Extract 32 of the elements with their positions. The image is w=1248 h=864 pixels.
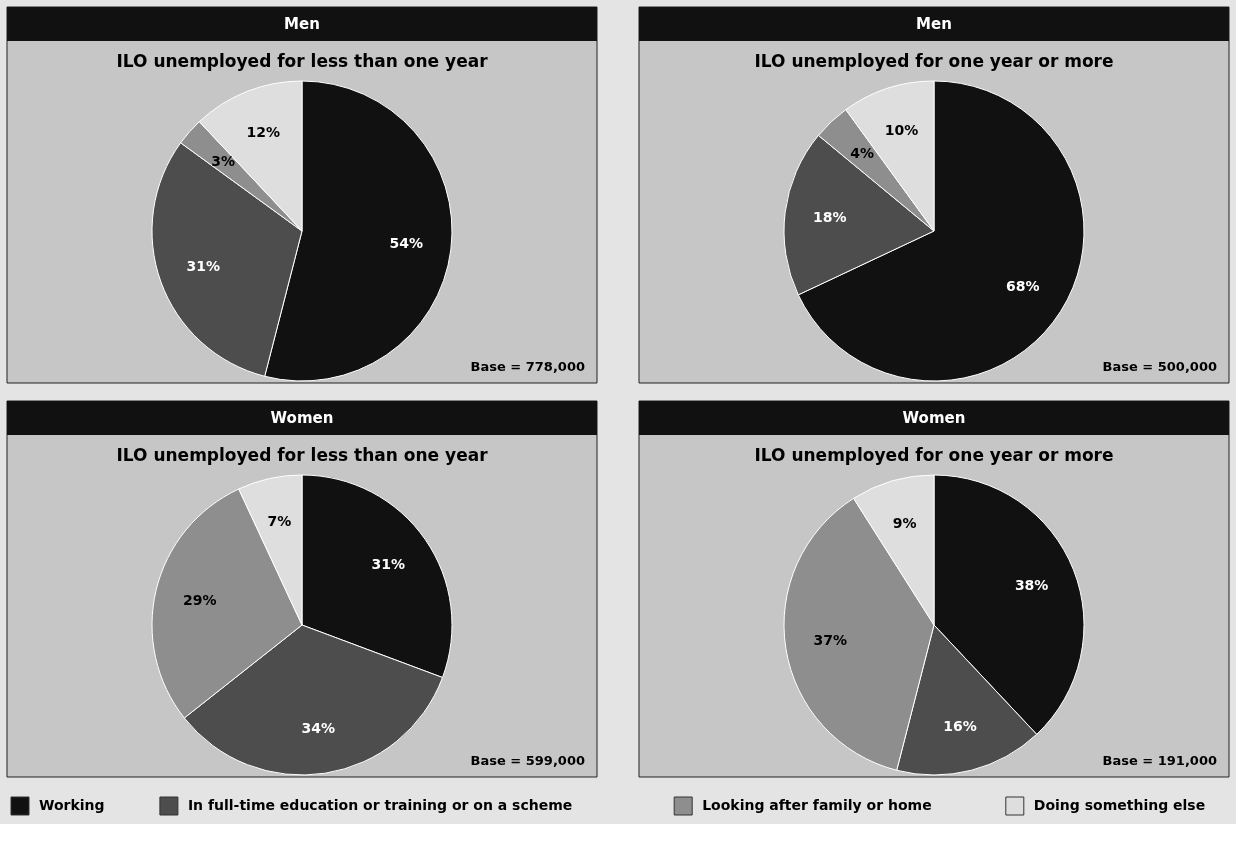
data-label: 34% (301, 719, 336, 736)
data-label: 4% (850, 145, 875, 162)
data-label: 37% (813, 632, 848, 649)
chart-subtitle: ILO unemployed for less than one year (116, 51, 489, 71)
data-label: 31% (371, 556, 406, 573)
text: Base = 778,000 (470, 359, 585, 374)
data-label: 68% (1005, 278, 1040, 295)
data-label: 38% (1014, 577, 1049, 594)
legend-label: Doing something else (1033, 797, 1206, 813)
chart-subtitle: ILO unemployed for one year or more (754, 51, 1114, 71)
text: Base = 599,000 (470, 753, 585, 768)
legend-label: In full-time education or training or on a scheme (187, 797, 573, 813)
data-label: 12% (246, 124, 281, 141)
data-label: 10% (884, 122, 919, 139)
text: Base = 191,000 (1102, 753, 1217, 768)
chart-subtitle: ILO unemployed for less than one year (116, 445, 489, 465)
data-label: 7% (267, 513, 292, 530)
data-label: 31% (186, 257, 220, 274)
data-label: 54% (389, 235, 423, 252)
chart-title: Men (284, 15, 320, 33)
text: Base = 500,000 (1102, 359, 1217, 374)
data-label: 29% (183, 591, 217, 608)
chart-title: Men (916, 15, 952, 33)
chart-title: Women (270, 409, 334, 427)
data-label: 3% (211, 152, 236, 169)
chart-title: Women (902, 409, 966, 427)
data-label: 16% (943, 717, 977, 734)
legend-label: Working (39, 797, 105, 813)
legend-label: Looking after family or home (702, 797, 932, 813)
data-label: 9% (892, 515, 917, 532)
data-label: 18% (813, 208, 847, 225)
chart-subtitle: ILO unemployed for one year or more (754, 445, 1114, 465)
